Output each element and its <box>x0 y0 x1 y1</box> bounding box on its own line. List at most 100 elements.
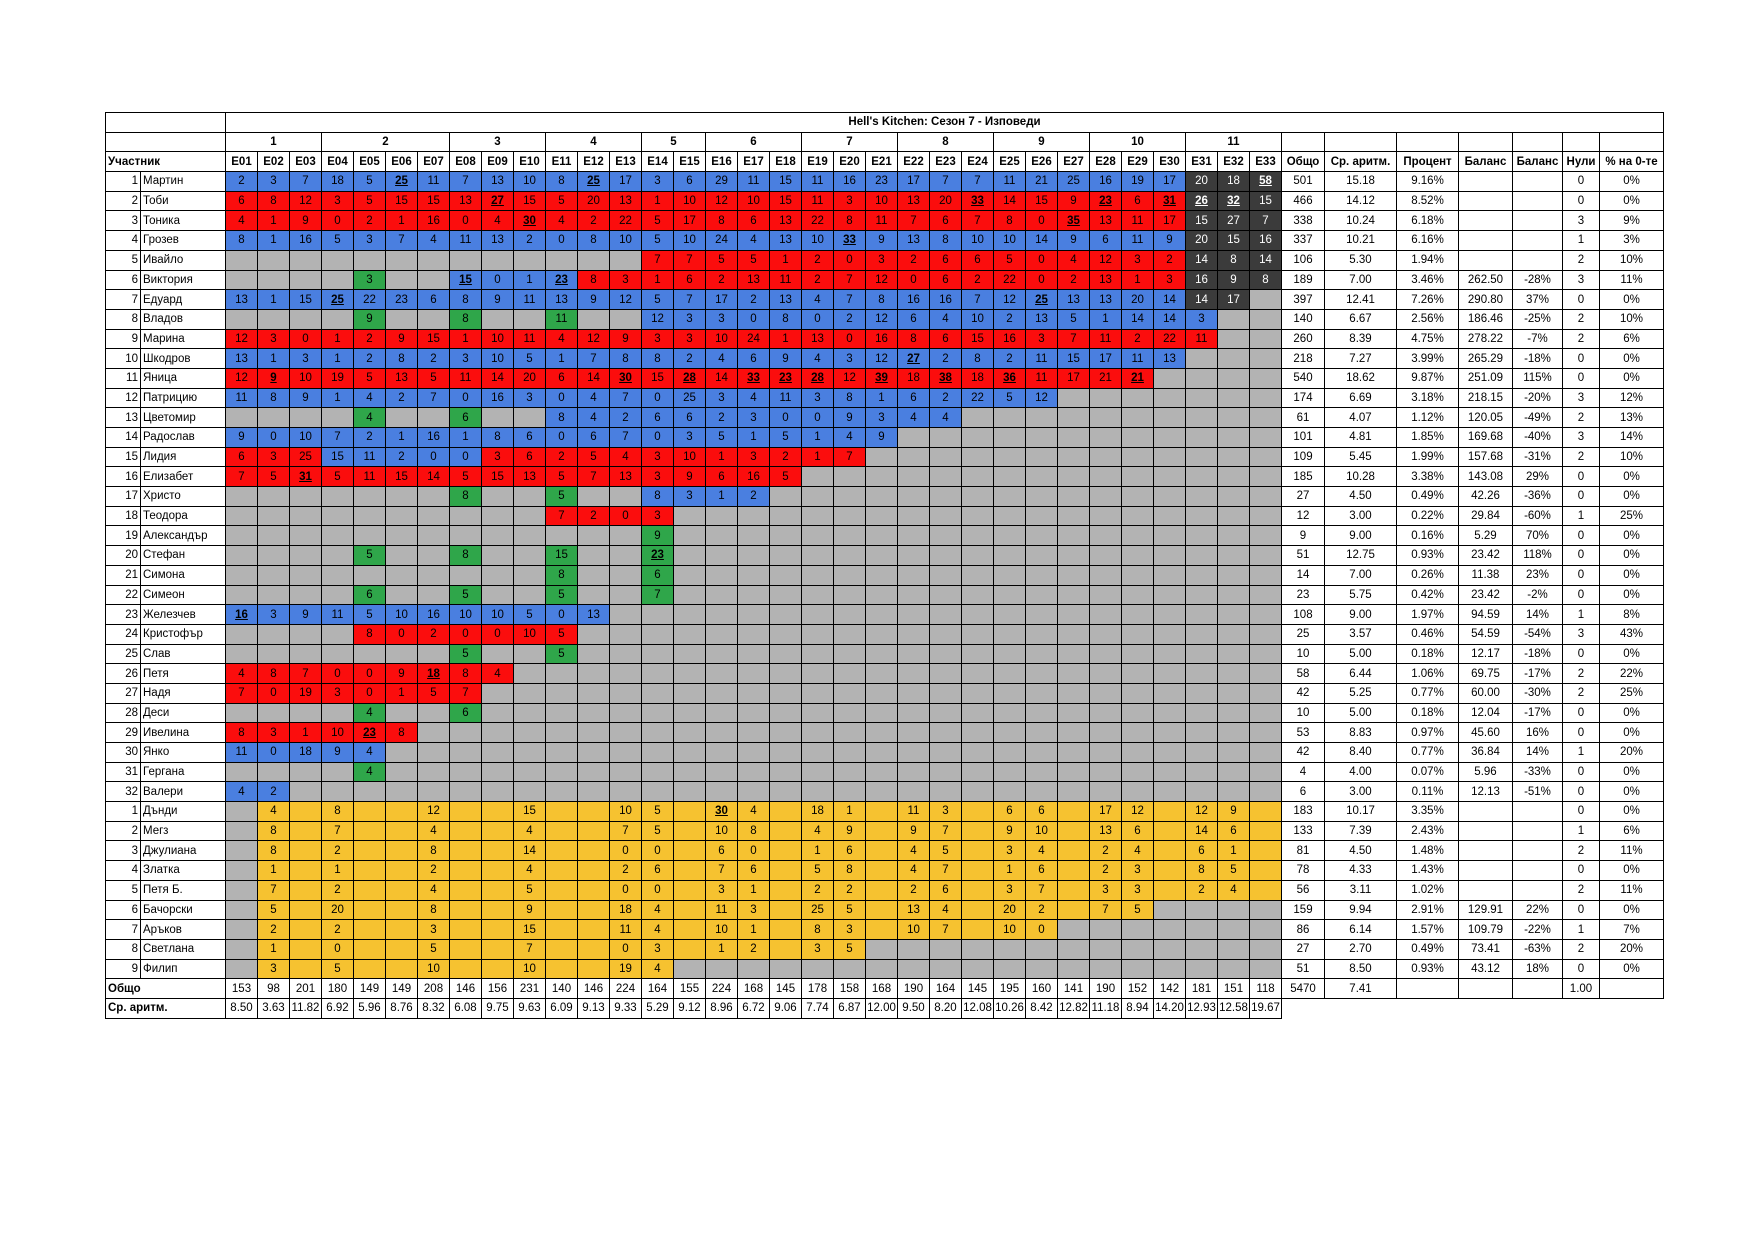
stat-cell: 106 <box>1281 249 1325 271</box>
total-cell: 231 <box>513 978 546 999</box>
episode-cell <box>705 564 738 586</box>
episode-cell <box>961 466 994 488</box>
average-cell: 12.08 <box>961 997 994 1019</box>
episode-cell: 11 <box>225 742 258 763</box>
episode-cell <box>865 781 898 803</box>
episode-cell: 22 <box>993 269 1026 291</box>
episode-cell: 14 <box>577 367 610 389</box>
episode-cell <box>865 801 898 822</box>
episode-cell: 3 <box>257 171 290 192</box>
week-header: 11 <box>1185 131 1282 153</box>
episode-cell <box>929 604 962 625</box>
episode-header: E10 <box>513 151 546 173</box>
episode-cell <box>353 564 386 586</box>
episode-cell: 10 <box>1025 820 1058 842</box>
episode-cell <box>513 682 546 704</box>
episode-cell <box>993 446 1026 468</box>
episode-cell <box>961 486 994 507</box>
episode-cell <box>961 899 994 921</box>
episode-cell: 0 <box>449 623 482 645</box>
episode-cell <box>961 564 994 586</box>
episode-cell: 1 <box>257 938 290 960</box>
episode-cell: 5 <box>545 643 578 665</box>
episode-cell: 8 <box>609 348 642 369</box>
episode-cell <box>705 505 738 527</box>
episode-cell <box>1089 446 1122 468</box>
participant-name: Радослав <box>140 427 226 448</box>
episode-cell: 10 <box>705 919 738 940</box>
episode-cell: 17 <box>1153 171 1186 192</box>
stat-cell: 23% <box>1512 564 1563 586</box>
episode-cell: 3 <box>321 190 354 212</box>
episode-cell <box>481 742 514 763</box>
episode-cell <box>1185 682 1218 704</box>
episode-cell <box>225 545 258 566</box>
episode-cell <box>577 761 610 783</box>
episode-cell: 1 <box>641 190 674 212</box>
episode-cell <box>737 584 770 606</box>
episode-cell: 1 <box>321 860 354 881</box>
average-cell: 9.12 <box>673 997 706 1019</box>
episode-cell <box>1249 702 1282 724</box>
episode-cell <box>961 958 994 980</box>
row-number: 8 <box>105 308 141 330</box>
stat-cell: 1.97% <box>1396 604 1459 625</box>
episode-cell: 10 <box>993 919 1026 940</box>
episode-cell <box>1121 663 1154 684</box>
episode-cell: 13 <box>513 466 546 488</box>
row-number: 6 <box>105 899 141 921</box>
row-number: 8 <box>105 938 141 960</box>
episode-cell: 4 <box>225 781 258 803</box>
episode-cell <box>225 958 258 980</box>
episode-cell: 10 <box>705 820 738 842</box>
episode-cell <box>769 486 802 507</box>
episode-cell: 29 <box>705 171 738 192</box>
episode-cell <box>929 663 962 684</box>
episode-cell: 9 <box>321 742 354 763</box>
episode-cell <box>1153 919 1186 940</box>
episode-cell <box>1089 682 1122 704</box>
stat-cell: 6 <box>1281 781 1325 803</box>
episode-cell: 5 <box>993 249 1026 271</box>
episode-cell: 7 <box>641 584 674 606</box>
episode-cell <box>865 722 898 743</box>
episode-cell: 2 <box>961 269 994 291</box>
episode-cell: 10 <box>289 367 322 389</box>
stat-cell: 4.33 <box>1324 860 1397 881</box>
stat-cell: 0.93% <box>1396 545 1459 566</box>
row-number: 1 <box>105 171 141 192</box>
episode-cell: 12 <box>1089 249 1122 271</box>
episode-cell <box>545 879 578 901</box>
total-cell: 98 <box>257 978 290 999</box>
average-cell: 9.06 <box>769 997 802 1019</box>
episode-cell: 19 <box>321 367 354 389</box>
stat-cell: 262.50 <box>1458 269 1513 291</box>
episode-cell: 12 <box>609 289 642 310</box>
stat-cell: 0% <box>1599 958 1664 980</box>
participant-name: Симона <box>140 564 226 586</box>
episode-cell <box>385 702 418 724</box>
episode-cell <box>961 505 994 527</box>
episode-cell: 22 <box>609 210 642 232</box>
stat-cell: 11% <box>1599 840 1664 862</box>
episode-cell: 8 <box>449 663 482 684</box>
episode-cell <box>1217 348 1250 369</box>
episode-cell: 28 <box>801 367 834 389</box>
episode-cell <box>1121 623 1154 645</box>
stat-cell: 120.05 <box>1458 407 1513 428</box>
stat-cell: 14% <box>1512 742 1563 763</box>
stat-cell: 0% <box>1599 545 1664 566</box>
average-cell: 9.75 <box>481 997 514 1019</box>
episode-cell <box>481 938 514 960</box>
episode-cell: 9 <box>865 230 898 251</box>
total-cell: 160 <box>1025 978 1058 999</box>
episode-cell <box>481 860 514 881</box>
average-cell: 12.00 <box>865 997 898 1019</box>
episode-cell <box>1089 584 1122 606</box>
stat-header-blank <box>1599 131 1664 153</box>
episode-cell <box>833 545 866 566</box>
stat-cell: 0% <box>1599 722 1664 743</box>
episode-cell <box>289 584 322 606</box>
episode-header: E16 <box>705 151 738 173</box>
episode-cell <box>1153 702 1186 724</box>
